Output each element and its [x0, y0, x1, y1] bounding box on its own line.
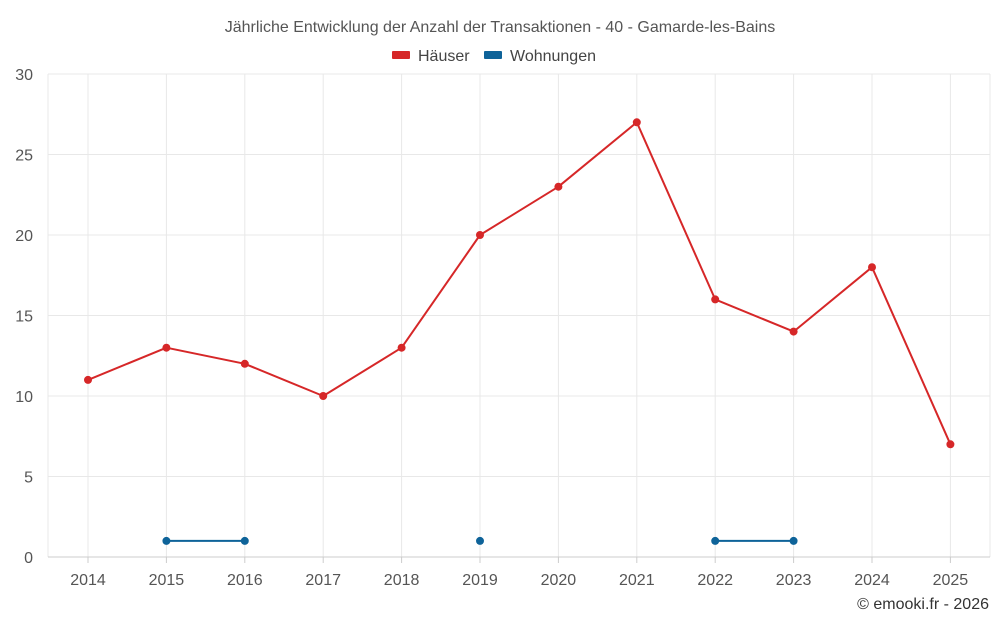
series-segment-haeuser: [635, 121, 717, 301]
series-segment-haeuser: [400, 234, 481, 349]
data-point-wohnungen-2019[interactable]: [476, 536, 484, 545]
x-tick-label: 2023: [776, 572, 812, 589]
data-point-haeuser-2020[interactable]: [554, 182, 563, 191]
x-tick-label: 2016: [227, 572, 263, 589]
data-point-haeuser-2022[interactable]: [711, 295, 720, 304]
x-tick-label: 2025: [933, 572, 969, 589]
y-tick-label: 20: [15, 228, 33, 245]
x-tick-label: 2022: [697, 572, 733, 589]
data-point-haeuser-2015[interactable]: [162, 343, 171, 352]
x-tick-label: 2021: [619, 572, 655, 589]
series-segment-haeuser: [165, 346, 246, 365]
x-axis: 2014 2015 2016 2017 2018 2019 2020 2021 2022 2023…: [48, 556, 990, 589]
data-point-wohnungen-2015[interactable]: [162, 536, 171, 545]
legend-swatch-haeuser[interactable]: [392, 51, 410, 59]
series-haeuser: [84, 118, 955, 449]
legend-label-wohnungen[interactable]: Wohnungen: [510, 48, 596, 65]
y-tick-label: 15: [15, 309, 33, 326]
y-axis: 0 5 10 15 20 25 30: [15, 67, 33, 567]
series-segment-haeuser: [243, 362, 325, 397]
y-tick-label: 0: [24, 550, 33, 567]
data-point-wohnungen-2022[interactable]: [711, 536, 720, 545]
data-point-wohnungen-2016[interactable]: [240, 536, 249, 545]
y-tick-label: 30: [15, 67, 33, 84]
x-tick-label: 2024: [854, 572, 890, 589]
x-tick-label: 2018: [384, 572, 420, 589]
data-point-haeuser-2018[interactable]: [397, 343, 406, 352]
series-layer: [84, 118, 955, 545]
credit-text: © emooki.fr - 2026: [857, 596, 989, 613]
series-segment-haeuser: [479, 185, 560, 236]
data-point-haeuser-2025[interactable]: [946, 440, 955, 449]
data-point-haeuser-2021[interactable]: [632, 118, 641, 127]
data-point-haeuser-2024[interactable]: [868, 263, 876, 272]
grid: [47, 73, 991, 558]
legend-swatch-wohnungen[interactable]: [484, 51, 502, 59]
chart-title: Jährliche Entwicklung der Anzahl der Tra…: [225, 19, 776, 36]
legend: Häuser Wohnungen: [392, 48, 596, 65]
y-tick-label: 25: [15, 148, 33, 165]
y-tick-label: 5: [24, 470, 33, 487]
legend-label-haeuser[interactable]: Häuser: [418, 48, 470, 65]
data-point-haeuser-2019[interactable]: [476, 231, 484, 239]
x-tick-label: 2017: [305, 572, 341, 589]
data-point-haeuser-2023[interactable]: [789, 327, 798, 336]
series-segment-haeuser: [714, 298, 795, 333]
x-tick-label: 2019: [462, 572, 498, 589]
x-tick-label: 2014: [70, 572, 106, 589]
series-segment-haeuser: [87, 346, 168, 381]
y-tick-label: 10: [15, 389, 33, 406]
series-segment-haeuser: [322, 346, 403, 397]
series-segment-haeuser: [871, 266, 952, 446]
data-point-haeuser-2016[interactable]: [240, 359, 249, 368]
series-wohnungen: [162, 536, 798, 545]
x-tick-label: 2015: [149, 572, 185, 589]
series-segment-haeuser: [557, 121, 638, 188]
series-segment-haeuser: [792, 266, 873, 333]
x-tick-label: 2020: [541, 572, 577, 589]
data-point-wohnungen-2023[interactable]: [789, 536, 798, 545]
data-point-haeuser-2014[interactable]: [84, 375, 92, 384]
data-point-haeuser-2017[interactable]: [319, 392, 328, 400]
